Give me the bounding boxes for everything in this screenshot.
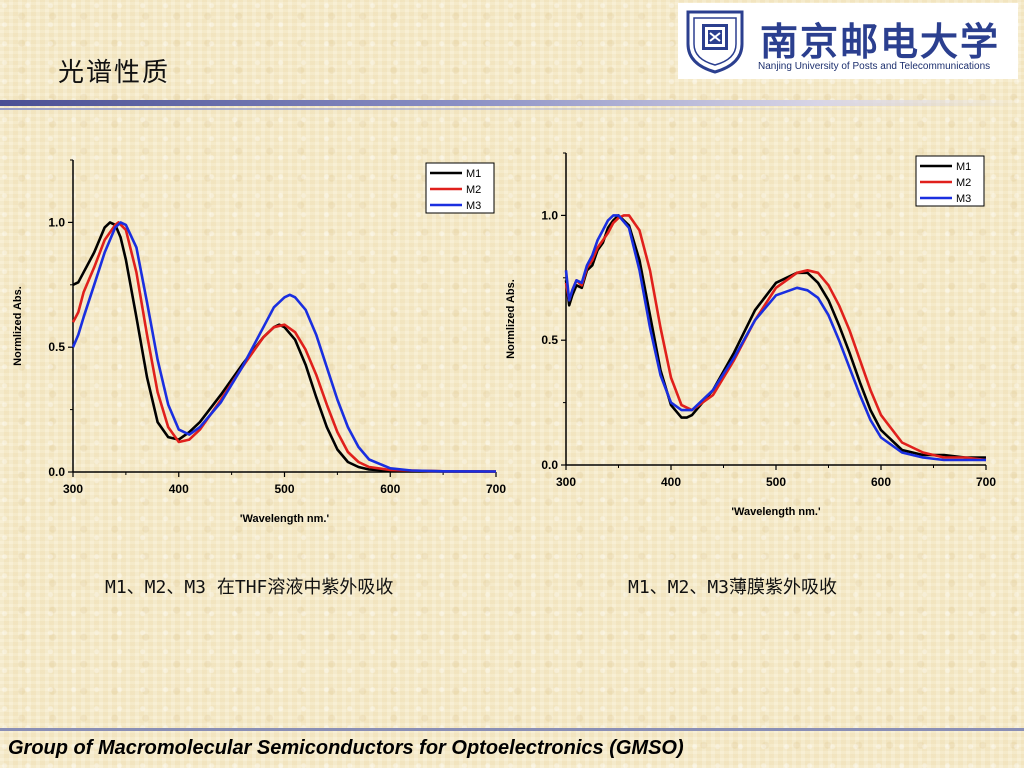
logo-name-cn: 南京邮电大学 [760, 19, 1001, 64]
slide-title: 光谱性质 [58, 58, 171, 88]
legend-label-m1: M1 [956, 161, 971, 173]
header-divider [0, 100, 1024, 106]
x-tick-label: 600 [380, 482, 400, 496]
x-tick-label: 700 [976, 475, 996, 489]
caption-film: M1、M2、M3薄膜紫外吸收 [628, 577, 838, 598]
y-tick-label: 0.0 [541, 458, 558, 472]
x-axis-label: 'Wavelength nm.' [731, 506, 821, 518]
y-axis-label: Normlized Abs. [12, 286, 24, 366]
y-tick-label: 1.0 [48, 215, 65, 229]
x-tick-label: 500 [274, 482, 294, 496]
x-tick-label: 400 [661, 475, 681, 489]
logo-name-en: Nanjing University of Posts and Telecomm… [758, 61, 991, 72]
x-tick-label: 600 [871, 475, 891, 489]
series-line-m2 [564, 214, 987, 462]
x-tick-label: 500 [766, 475, 786, 489]
x-tick-label: 300 [63, 482, 83, 496]
y-tick-label: 0.5 [48, 340, 65, 354]
legend-label-m1: M1 [466, 168, 481, 180]
university-logo: 南京邮电大学 Nanjing University of Posts and T… [678, 3, 1018, 79]
x-axis-label: 'Wavelength nm.' [240, 513, 330, 525]
series-line-m1 [564, 214, 986, 459]
y-tick-label: 1.0 [541, 208, 558, 222]
x-tick-label: 400 [169, 482, 189, 496]
legend-label-m2: M2 [956, 177, 971, 189]
university-seal-icon [686, 10, 744, 74]
series-line-m3 [71, 221, 497, 473]
solution-absorption-chart: 300 400 500 600 700 0.0 0.5 1.0 'Wavelength nm.'… [12, 159, 506, 525]
x-tick-label: 700 [486, 482, 506, 496]
y-axis-label: Normlized Abs. [505, 279, 517, 359]
y-tick-label: 0.0 [48, 465, 65, 479]
series-line-m2 [71, 221, 497, 473]
caption-solution: M1、M2、M3 在THF溶液中紫外吸收 [105, 577, 394, 598]
x-tick-label: 300 [556, 475, 576, 489]
footer-divider [0, 728, 1024, 731]
legend-label-m2: M2 [466, 184, 481, 196]
y-tick-label: 0.5 [541, 333, 558, 347]
series-line-m3 [564, 214, 986, 462]
film-absorption-chart: 300 400 500 600 700 0.0 0.5 1.0 'Wavelength nm.'… [505, 152, 996, 518]
legend-label-m3: M3 [956, 193, 971, 205]
legend-label-m3: M3 [466, 200, 481, 212]
footer-text: Group of Macromolecular Semiconductors f… [8, 737, 684, 759]
header-divider-thin [0, 108, 1024, 110]
series-line-m1 [72, 221, 497, 473]
